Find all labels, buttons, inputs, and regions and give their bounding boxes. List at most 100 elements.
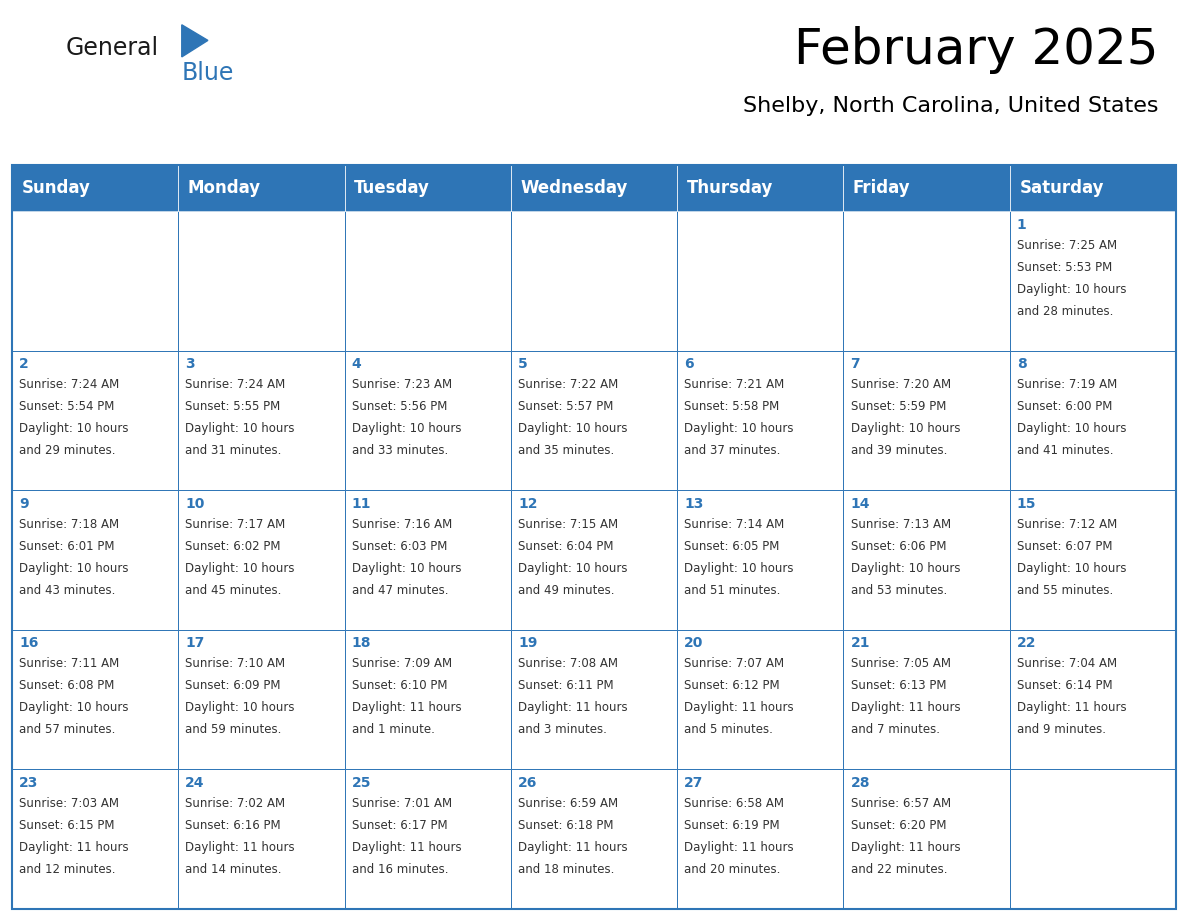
Text: Tuesday: Tuesday <box>354 179 430 197</box>
Text: and 33 minutes.: and 33 minutes. <box>352 444 448 457</box>
Text: Sunset: 6:02 PM: Sunset: 6:02 PM <box>185 540 280 553</box>
Text: Daylight: 11 hours: Daylight: 11 hours <box>185 841 295 854</box>
Text: and 55 minutes.: and 55 minutes. <box>1017 584 1113 597</box>
Bar <box>12 211 178 351</box>
Text: Sunset: 5:53 PM: Sunset: 5:53 PM <box>1017 261 1112 274</box>
Text: Daylight: 10 hours: Daylight: 10 hours <box>19 422 128 435</box>
Text: Sunrise: 7:25 AM: Sunrise: 7:25 AM <box>1017 239 1117 252</box>
Bar <box>511 630 677 769</box>
Text: 27: 27 <box>684 776 703 789</box>
Text: Saturday: Saturday <box>1019 179 1104 197</box>
Bar <box>677 165 843 211</box>
Text: Daylight: 11 hours: Daylight: 11 hours <box>851 701 960 714</box>
Text: Daylight: 10 hours: Daylight: 10 hours <box>684 422 794 435</box>
Text: Sunset: 6:14 PM: Sunset: 6:14 PM <box>1017 679 1112 692</box>
Text: and 59 minutes.: and 59 minutes. <box>185 723 282 736</box>
Text: and 49 minutes.: and 49 minutes. <box>518 584 614 597</box>
Text: Daylight: 10 hours: Daylight: 10 hours <box>1017 283 1126 296</box>
Text: 9: 9 <box>19 497 29 510</box>
Bar <box>178 165 345 211</box>
Text: Daylight: 11 hours: Daylight: 11 hours <box>352 701 461 714</box>
Bar <box>12 769 178 909</box>
Text: Wednesday: Wednesday <box>520 179 627 197</box>
Bar <box>843 490 1010 630</box>
Text: Sunset: 6:06 PM: Sunset: 6:06 PM <box>851 540 946 553</box>
Text: and 5 minutes.: and 5 minutes. <box>684 723 773 736</box>
Text: Sunrise: 7:01 AM: Sunrise: 7:01 AM <box>352 797 451 810</box>
Bar <box>1010 211 1176 351</box>
Text: and 9 minutes.: and 9 minutes. <box>1017 723 1106 736</box>
Text: Sunset: 6:13 PM: Sunset: 6:13 PM <box>851 679 946 692</box>
Text: and 31 minutes.: and 31 minutes. <box>185 444 282 457</box>
Text: Sunset: 5:56 PM: Sunset: 5:56 PM <box>352 400 447 413</box>
Text: Sunrise: 7:24 AM: Sunrise: 7:24 AM <box>19 378 119 391</box>
Bar <box>1010 165 1176 211</box>
Text: and 43 minutes.: and 43 minutes. <box>19 584 115 597</box>
Text: Sunrise: 7:10 AM: Sunrise: 7:10 AM <box>185 657 285 670</box>
Text: Sunset: 6:17 PM: Sunset: 6:17 PM <box>352 819 447 832</box>
Text: 1: 1 <box>1017 218 1026 231</box>
Text: and 37 minutes.: and 37 minutes. <box>684 444 781 457</box>
Bar <box>843 769 1010 909</box>
Text: Daylight: 10 hours: Daylight: 10 hours <box>518 422 627 435</box>
Text: Sunset: 6:04 PM: Sunset: 6:04 PM <box>518 540 613 553</box>
Bar <box>843 630 1010 769</box>
Text: Daylight: 10 hours: Daylight: 10 hours <box>352 422 461 435</box>
Text: and 53 minutes.: and 53 minutes. <box>851 584 947 597</box>
Text: Thursday: Thursday <box>687 179 773 197</box>
Bar <box>345 211 511 351</box>
Text: Sunrise: 6:57 AM: Sunrise: 6:57 AM <box>851 797 950 810</box>
Text: and 51 minutes.: and 51 minutes. <box>684 584 781 597</box>
Text: Sunset: 6:08 PM: Sunset: 6:08 PM <box>19 679 114 692</box>
Bar <box>12 490 178 630</box>
Text: and 7 minutes.: and 7 minutes. <box>851 723 940 736</box>
Text: 3: 3 <box>185 357 195 371</box>
Text: and 3 minutes.: and 3 minutes. <box>518 723 607 736</box>
Text: 5: 5 <box>518 357 527 371</box>
Text: Daylight: 11 hours: Daylight: 11 hours <box>518 841 627 854</box>
Text: Sunrise: 7:12 AM: Sunrise: 7:12 AM <box>1017 518 1117 531</box>
Text: Daylight: 11 hours: Daylight: 11 hours <box>851 841 960 854</box>
Bar <box>843 165 1010 211</box>
Bar <box>677 351 843 490</box>
Polygon shape <box>182 25 208 57</box>
Text: and 1 minute.: and 1 minute. <box>352 723 435 736</box>
Text: 15: 15 <box>1017 497 1036 510</box>
Text: and 29 minutes.: and 29 minutes. <box>19 444 115 457</box>
Text: Sunset: 6:15 PM: Sunset: 6:15 PM <box>19 819 114 832</box>
Text: Daylight: 11 hours: Daylight: 11 hours <box>352 841 461 854</box>
Text: Friday: Friday <box>853 179 911 197</box>
Text: Sunrise: 7:21 AM: Sunrise: 7:21 AM <box>684 378 784 391</box>
Text: Sunset: 5:54 PM: Sunset: 5:54 PM <box>19 400 114 413</box>
Bar <box>178 769 345 909</box>
Text: Sunrise: 7:09 AM: Sunrise: 7:09 AM <box>352 657 451 670</box>
Bar <box>345 769 511 909</box>
Text: 12: 12 <box>518 497 537 510</box>
Text: Daylight: 11 hours: Daylight: 11 hours <box>1017 701 1126 714</box>
Text: Sunrise: 7:08 AM: Sunrise: 7:08 AM <box>518 657 618 670</box>
Text: 17: 17 <box>185 636 204 650</box>
Bar <box>511 490 677 630</box>
Bar <box>345 490 511 630</box>
Text: and 22 minutes.: and 22 minutes. <box>851 863 947 876</box>
Text: 20: 20 <box>684 636 703 650</box>
Text: Sunset: 6:19 PM: Sunset: 6:19 PM <box>684 819 779 832</box>
Text: 23: 23 <box>19 776 38 789</box>
Text: 16: 16 <box>19 636 38 650</box>
Text: 10: 10 <box>185 497 204 510</box>
Text: Monday: Monday <box>188 179 261 197</box>
Text: 4: 4 <box>352 357 361 371</box>
Text: Sunrise: 7:14 AM: Sunrise: 7:14 AM <box>684 518 784 531</box>
Text: Sunset: 6:20 PM: Sunset: 6:20 PM <box>851 819 946 832</box>
Text: Sunrise: 7:19 AM: Sunrise: 7:19 AM <box>1017 378 1117 391</box>
Text: Sunrise: 6:58 AM: Sunrise: 6:58 AM <box>684 797 784 810</box>
Text: Sunset: 6:18 PM: Sunset: 6:18 PM <box>518 819 613 832</box>
Bar <box>1010 351 1176 490</box>
Text: Daylight: 10 hours: Daylight: 10 hours <box>185 422 295 435</box>
Bar <box>677 490 843 630</box>
Text: and 18 minutes.: and 18 minutes. <box>518 863 614 876</box>
Text: Daylight: 11 hours: Daylight: 11 hours <box>518 701 627 714</box>
Text: and 28 minutes.: and 28 minutes. <box>1017 305 1113 318</box>
Bar <box>178 630 345 769</box>
Text: Daylight: 10 hours: Daylight: 10 hours <box>684 562 794 575</box>
